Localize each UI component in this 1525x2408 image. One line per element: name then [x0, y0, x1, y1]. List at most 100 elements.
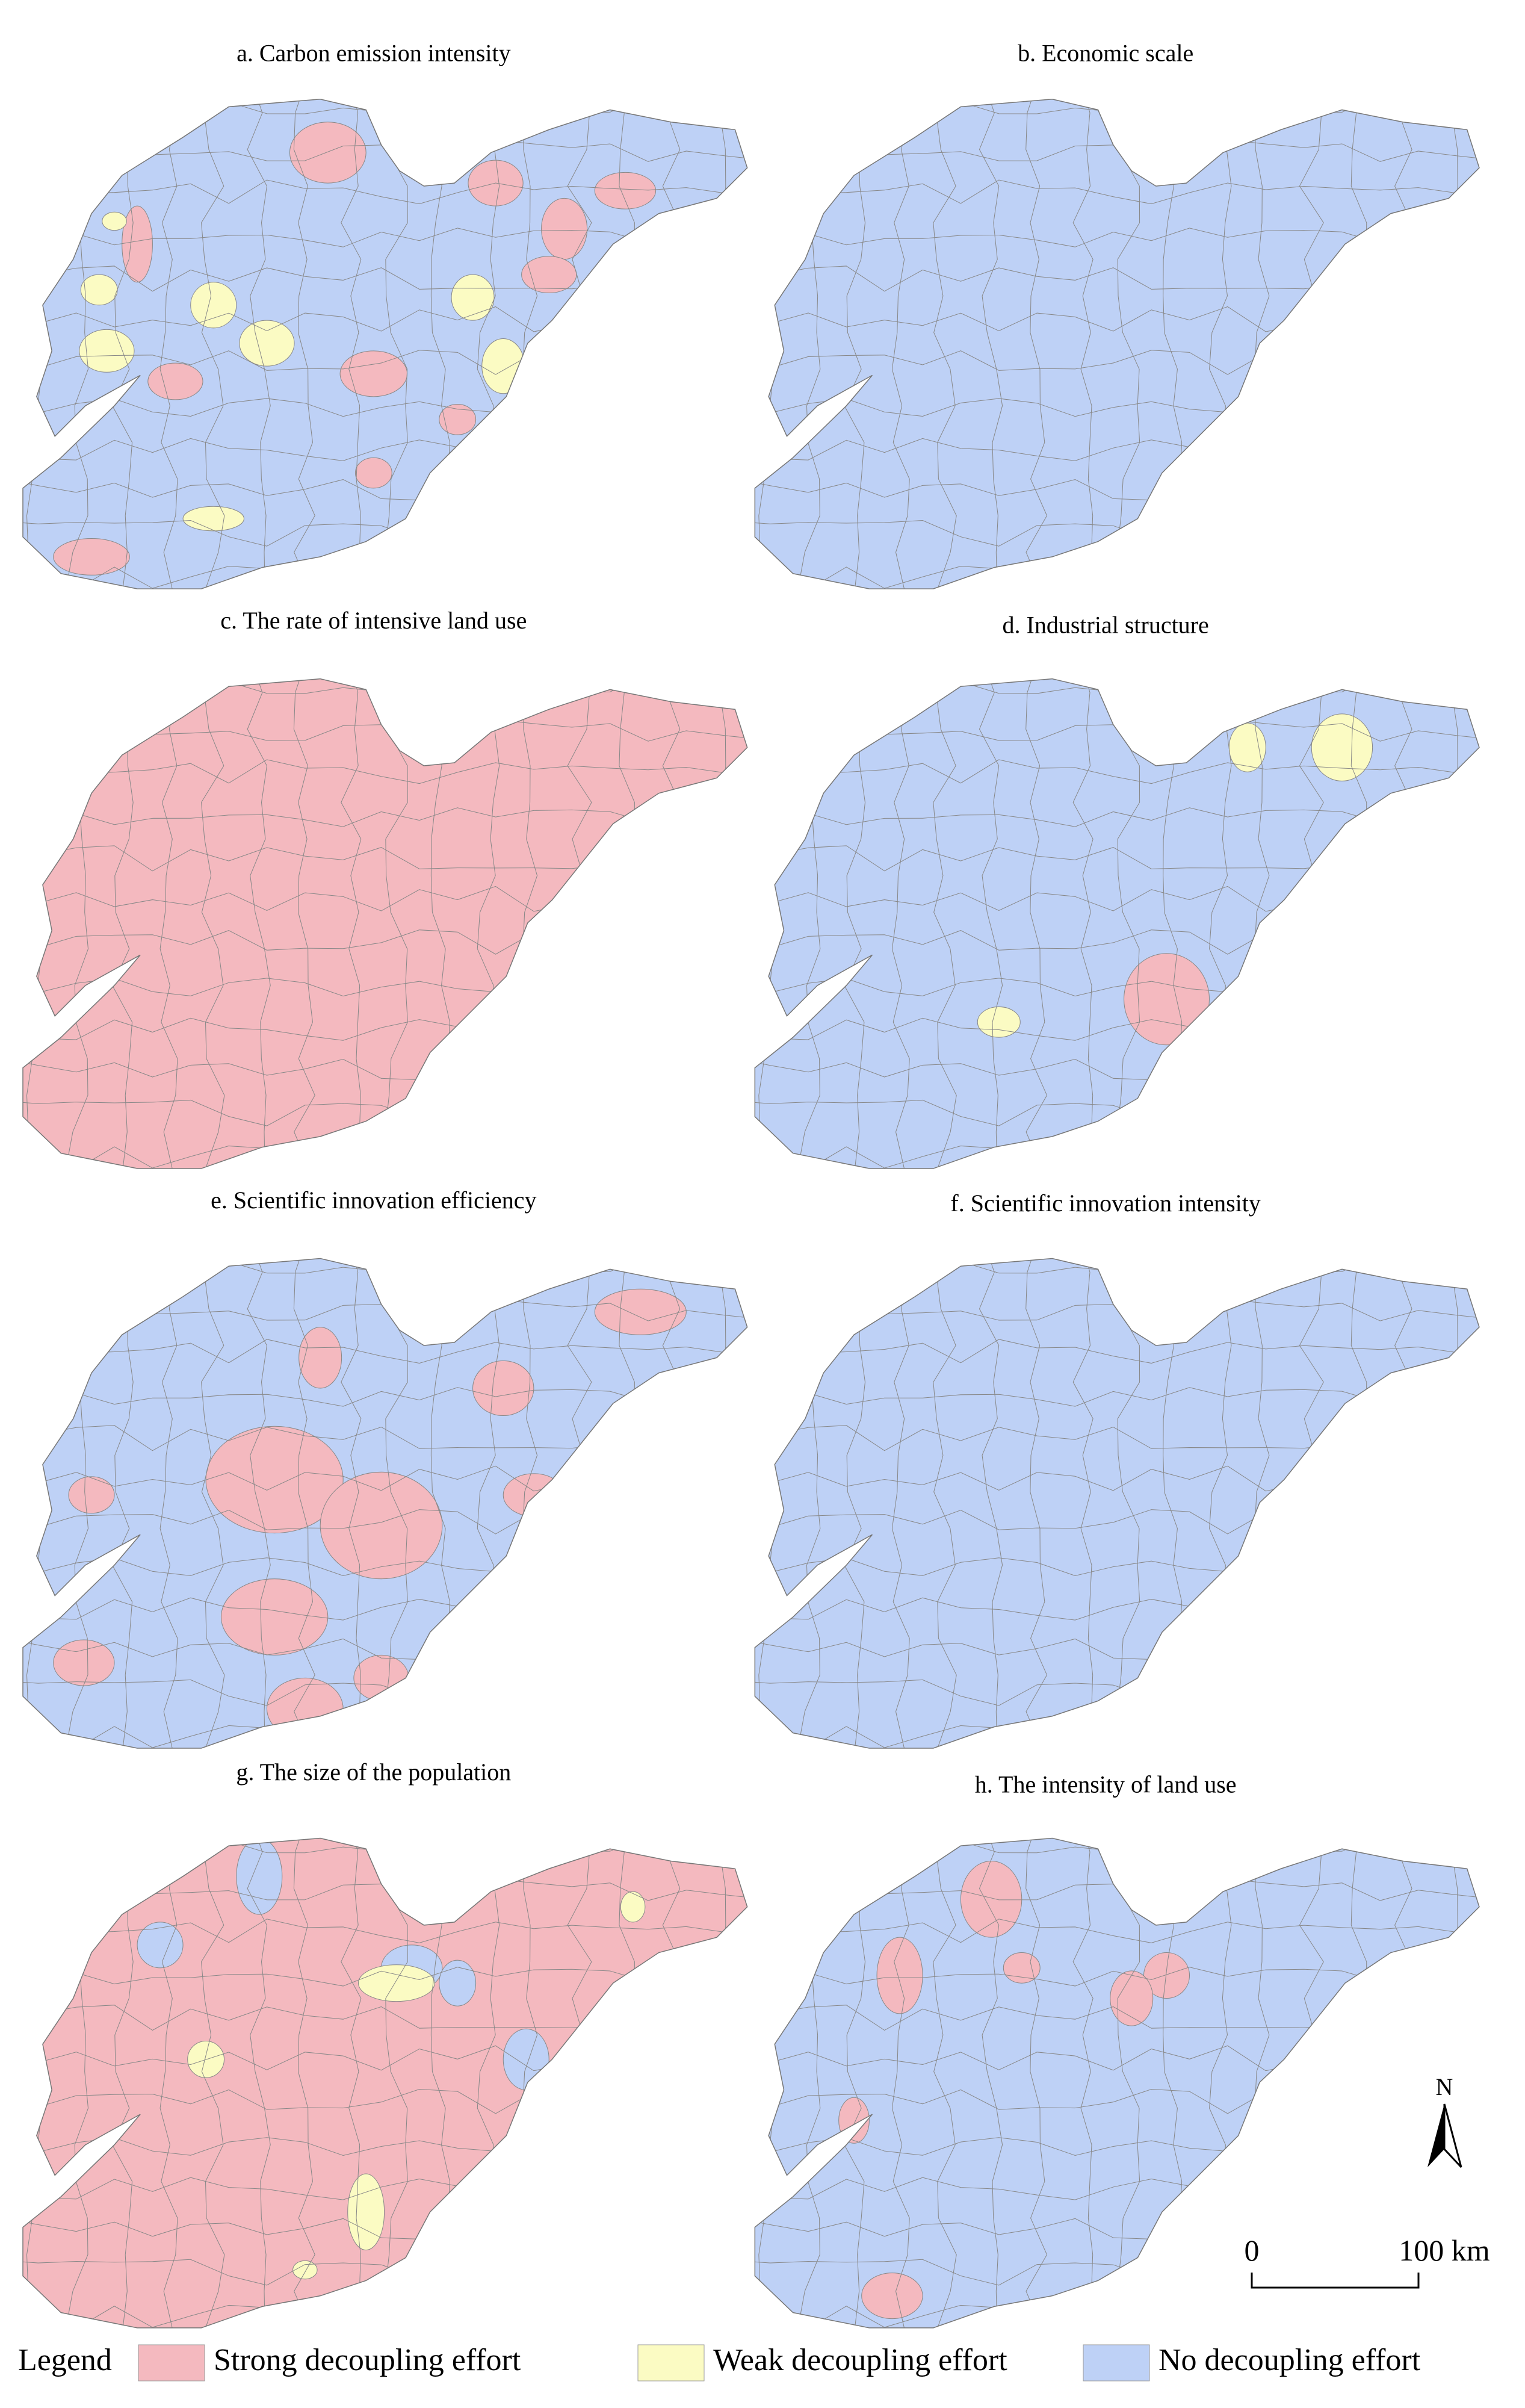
county-border	[1025, 99, 1048, 589]
county-border	[293, 1838, 315, 2328]
legend-label: No decoupling effort	[1158, 2343, 1421, 2377]
county-border	[247, 678, 271, 1169]
region	[354, 457, 392, 489]
scale-bar: 0 100 km	[1245, 2233, 1490, 2289]
scale-line	[1251, 2273, 1420, 2289]
region	[239, 320, 295, 367]
county-border	[341, 1258, 362, 1748]
county-border	[979, 1258, 1003, 1748]
county-border	[1072, 1258, 1093, 1748]
region	[541, 197, 588, 260]
region	[347, 2173, 385, 2251]
county-border	[1025, 1838, 1048, 2328]
county-border	[341, 1838, 362, 2328]
county-border	[1072, 1838, 1093, 2328]
map	[754, 1258, 1480, 1749]
region	[977, 1006, 1021, 1038]
region	[451, 274, 495, 321]
region	[594, 1288, 687, 1335]
county-border	[1072, 99, 1093, 589]
north-arrow: N	[1428, 2073, 1462, 2168]
county-border	[201, 678, 225, 1169]
north-label: N	[1436, 2073, 1453, 2100]
map	[22, 678, 748, 1169]
region	[439, 404, 477, 435]
region	[79, 329, 135, 373]
county-border	[201, 1838, 225, 2328]
county-border	[755, 1258, 1479, 1278]
region	[357, 1964, 435, 2002]
outline	[754, 98, 1480, 589]
panel-title: h. The intensity of land use	[975, 1770, 1237, 1798]
region	[147, 362, 203, 400]
panel-title: g. The size of the population	[236, 1758, 511, 1786]
region	[299, 1327, 342, 1389]
county-border	[23, 1838, 747, 1858]
arrow-right	[1443, 2103, 1462, 2168]
region	[53, 538, 130, 576]
region	[1311, 713, 1373, 781]
county-border	[755, 678, 1479, 699]
map	[754, 678, 1480, 1169]
county-border	[293, 99, 315, 589]
region	[266, 1677, 344, 1740]
county-border	[23, 678, 747, 699]
arrow-left	[1428, 2104, 1444, 2167]
county-border	[755, 1838, 1479, 1858]
panel-title: a. Carbon emission intensity	[237, 39, 511, 66]
province	[755, 678, 1479, 1169]
map-panels: a. Carbon emission intensity b. Economic …	[22, 39, 1480, 2329]
region	[861, 2273, 923, 2320]
county-border	[293, 1258, 315, 1748]
province	[23, 678, 747, 1169]
region	[503, 1473, 565, 1517]
county-border	[979, 99, 1003, 589]
county-border	[23, 1258, 747, 1278]
county-border	[933, 678, 957, 1169]
region	[122, 205, 153, 283]
region	[620, 1891, 646, 1923]
map	[754, 98, 1480, 589]
province	[755, 99, 1479, 589]
region	[320, 1471, 443, 1580]
region	[292, 2260, 318, 2280]
province	[23, 1838, 747, 2328]
county-border	[933, 1838, 957, 2328]
outline	[754, 678, 1480, 1169]
region	[876, 1937, 923, 2014]
county-border	[933, 1258, 957, 1748]
legend-swatch	[138, 2344, 205, 2382]
county-border	[1025, 1258, 1048, 1748]
outline	[754, 1837, 1480, 2329]
county-border	[341, 678, 362, 1169]
panel-title: c. The rate of intensive land use	[220, 607, 527, 634]
region	[137, 1922, 184, 1969]
county-border	[247, 1258, 271, 1748]
region	[289, 122, 367, 184]
scale-end: 100 km	[1399, 2233, 1490, 2267]
region	[80, 274, 118, 306]
region	[1041, 2298, 1079, 2324]
county-border	[293, 678, 315, 1169]
region	[353, 1654, 409, 1701]
county-border	[247, 99, 271, 589]
region	[190, 282, 237, 329]
legend: Legend Strong decoupling effort Weak deco…	[18, 2343, 1421, 2382]
county-border	[201, 99, 225, 589]
panel-title: d. Industrial structure	[1003, 612, 1209, 639]
panel-title: e. Scientific innovation efficiency	[211, 1187, 536, 1214]
county-border	[341, 99, 362, 589]
region	[1228, 722, 1266, 772]
region	[594, 172, 657, 209]
county-border	[933, 99, 957, 589]
outline	[22, 1258, 748, 1749]
outline	[22, 1837, 748, 2329]
map	[754, 1837, 1480, 2329]
province	[755, 1838, 1479, 2328]
regions	[23, 99, 747, 589]
scale-start: 0	[1245, 2233, 1260, 2267]
region	[503, 2028, 549, 2091]
county-border	[979, 1838, 1003, 2328]
region	[960, 1860, 1022, 1938]
